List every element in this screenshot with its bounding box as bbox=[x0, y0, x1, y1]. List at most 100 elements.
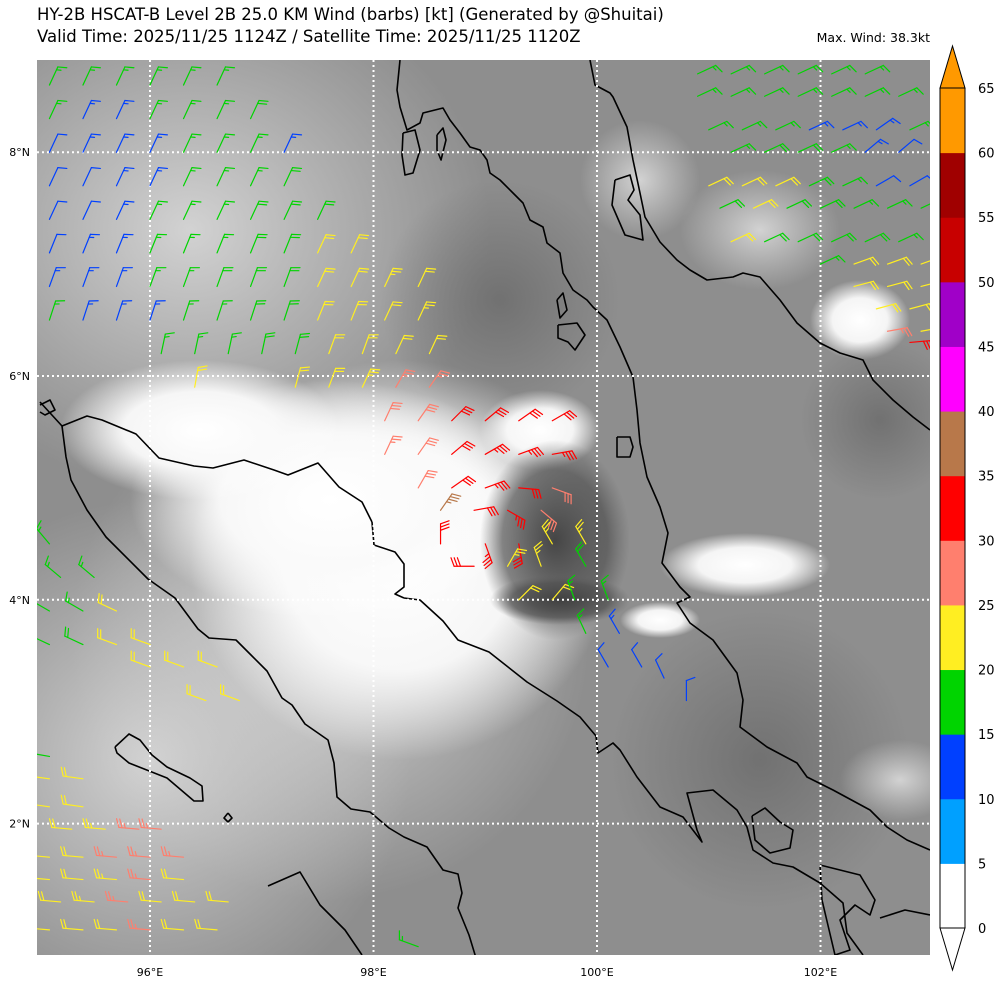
barb-feather bbox=[224, 66, 236, 69]
barb-feather bbox=[63, 868, 67, 879]
wind-barb bbox=[115, 167, 135, 187]
barb-half-feather bbox=[900, 328, 904, 334]
barb-half-feather bbox=[610, 614, 615, 620]
barb-staff bbox=[37, 776, 51, 780]
wind-barb bbox=[551, 410, 578, 422]
wind-barb bbox=[194, 918, 218, 931]
colorbar-tick-label: 15 bbox=[978, 728, 995, 743]
wind-barb bbox=[82, 300, 99, 321]
barb-half-feather bbox=[877, 140, 883, 145]
barb-feather bbox=[439, 523, 450, 528]
barb-half-feather bbox=[913, 234, 918, 239]
wind-barb bbox=[294, 366, 311, 388]
wind-barb bbox=[182, 200, 202, 220]
barb-feather bbox=[424, 475, 435, 479]
wind-barb bbox=[82, 133, 101, 153]
barb-half-feather bbox=[67, 597, 70, 604]
barb-feather bbox=[534, 408, 544, 416]
barb-feather bbox=[130, 868, 134, 879]
wind-barb bbox=[361, 368, 381, 388]
wind-barb bbox=[328, 367, 346, 388]
barb-feather bbox=[157, 66, 169, 69]
barb-feather bbox=[299, 369, 310, 372]
barb-half-feather bbox=[89, 823, 93, 829]
wind-barb bbox=[875, 175, 902, 187]
barb-feather bbox=[929, 340, 930, 343]
barb-half-feather bbox=[578, 528, 583, 533]
wind-barb bbox=[216, 233, 235, 254]
barb-feather bbox=[127, 918, 131, 929]
barb-feather bbox=[82, 818, 86, 829]
barb-feather bbox=[258, 167, 269, 170]
wind-barb bbox=[37, 776, 51, 780]
wind-barb bbox=[149, 66, 169, 86]
wind-barb bbox=[149, 133, 169, 153]
barb-half-feather bbox=[812, 66, 818, 71]
barb-feather bbox=[426, 472, 437, 476]
barb-feather bbox=[501, 443, 511, 451]
barb-half-feather bbox=[145, 823, 149, 829]
barb-staff bbox=[37, 638, 51, 646]
barb-feather bbox=[405, 369, 416, 373]
barb-feather bbox=[849, 143, 857, 151]
barb-half-feather bbox=[846, 66, 851, 71]
wind-barb bbox=[831, 64, 857, 75]
barb-feather bbox=[299, 332, 311, 335]
barb-feather bbox=[748, 64, 757, 73]
coastline bbox=[436, 127, 447, 161]
barb-feather bbox=[737, 199, 746, 207]
barb-staff bbox=[920, 329, 930, 332]
barb-feather bbox=[31, 796, 33, 805]
barb-staff bbox=[37, 855, 51, 858]
wind-barb bbox=[417, 469, 438, 489]
barb-feather bbox=[823, 178, 832, 186]
barb-feather bbox=[96, 919, 101, 930]
wind-barb bbox=[64, 626, 84, 646]
chart-title: HY-2B HSCAT-B Level 2B 25.0 KM Wind (bar… bbox=[37, 5, 664, 24]
wind-barb bbox=[97, 592, 118, 612]
barb-feather bbox=[257, 203, 268, 206]
barb-feather bbox=[815, 143, 824, 151]
wind-barb bbox=[730, 143, 757, 153]
barb-half-feather bbox=[47, 561, 50, 568]
barb-feather bbox=[97, 592, 100, 604]
wind-barb bbox=[808, 176, 835, 187]
barb-feather bbox=[427, 469, 438, 473]
colorbar-tick-label: 45 bbox=[978, 340, 995, 355]
barb-feather bbox=[756, 178, 765, 186]
barb-feather bbox=[500, 481, 508, 490]
wind-barb bbox=[31, 796, 51, 808]
wind-barb bbox=[216, 200, 236, 220]
wind-barb bbox=[797, 232, 824, 243]
barb-staff bbox=[48, 167, 59, 187]
wind-barb bbox=[249, 167, 269, 187]
wind-barb bbox=[317, 234, 336, 254]
barb-half-feather bbox=[712, 88, 717, 93]
barb-feather bbox=[499, 445, 508, 453]
wind-barb bbox=[160, 918, 185, 931]
barb-feather bbox=[291, 200, 303, 203]
wind-barb bbox=[395, 334, 414, 355]
barb-feather bbox=[905, 199, 913, 207]
barb-feather bbox=[391, 404, 402, 407]
wind-barb bbox=[451, 475, 477, 489]
wind-barb bbox=[115, 233, 134, 254]
barb-feather bbox=[913, 138, 923, 145]
barb-half-feather bbox=[868, 200, 874, 205]
barb-feather bbox=[30, 920, 32, 929]
barb-half-feather bbox=[402, 374, 408, 377]
barb-half-feather bbox=[544, 528, 549, 533]
wind-barb bbox=[875, 303, 902, 313]
wind-barb bbox=[65, 591, 84, 612]
barb-feather bbox=[748, 232, 757, 241]
wind-barb bbox=[350, 300, 369, 321]
wind-barb bbox=[182, 233, 201, 254]
barb-feather bbox=[464, 477, 474, 485]
wind-barb bbox=[741, 120, 768, 131]
wind-barb bbox=[149, 200, 169, 220]
wind-barb bbox=[37, 603, 51, 612]
barb-feather bbox=[257, 102, 268, 105]
wind-barb bbox=[853, 280, 880, 291]
wind-barb bbox=[182, 167, 202, 187]
barb-feather bbox=[567, 574, 576, 582]
